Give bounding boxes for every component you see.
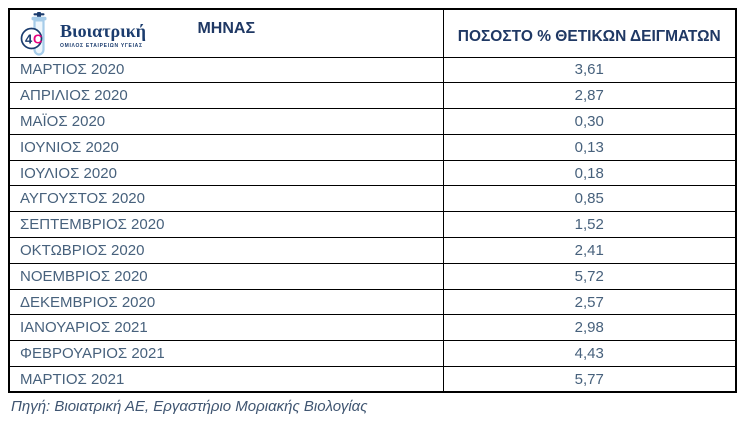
value-cell: 0,13: [442, 133, 737, 161]
table-row: ΣΕΠΤΕΜΒΡΙΟΣ 2020 1,52: [8, 211, 737, 239]
value-header-cell: ΠΟΣΟΣΤΟ % ΘΕΤΙΚΩΝ ΔΕΙΓΜΑΤΩΝ: [442, 8, 737, 58]
source-caption: Πηγή: Βιοιατρική ΑΕ, Εργαστήριο Μοριακής…: [11, 398, 368, 416]
month-cell: ΜΑΪΟΣ 2020: [8, 108, 444, 135]
table-row: ΔΕΚΕΜΒΡΙΟΣ 2020 2,57: [8, 288, 737, 316]
table-row: ΟΚΤΩΒΡΙΟΣ 2020 2,41: [8, 237, 737, 264]
value-cell: 1,52: [442, 211, 737, 239]
table-row: ΦΕΒΡΟΥΑΡΙΟΣ 2021 4,43: [8, 340, 737, 368]
month-cell: ΙΑΝΟΥΑΡΙΟΣ 2021: [8, 314, 444, 342]
logo-badge-4: 4: [25, 32, 33, 47]
month-column-header: ΜΗΝΑΣ: [197, 20, 256, 37]
value-cell: 0,85: [442, 185, 737, 213]
value-cell: 0,30: [442, 108, 737, 135]
month-cell: ΜΑΡΤΙΟΣ 2021: [8, 366, 444, 393]
positivity-table: 4 C Βιοιατρική ΟΜΙΛΟΣ ΕΤΑΙΡΕΙΩΝ ΥΓΕΙΑΣ Μ…: [8, 8, 737, 394]
logo-brand-name: Βιοιατρική: [60, 21, 146, 41]
bioiatriki-logo: 4 C Βιοιατρική ΟΜΙΛΟΣ ΕΤΑΙΡΕΙΩΝ ΥΓΕΙΑΣ: [20, 12, 146, 59]
month-cell: ΦΕΒΡΟΥΑΡΙΟΣ 2021: [8, 340, 444, 368]
table-row: ΜΑΡΤΙΟΣ 2020 3,61: [8, 56, 737, 84]
value-cell: 2,98: [442, 314, 737, 342]
value-cell: 2,87: [442, 82, 737, 110]
value-cell: 3,61: [442, 56, 737, 84]
value-cell: 2,41: [442, 237, 737, 264]
logo-text: Βιοιατρική ΟΜΙΛΟΣ ΕΤΑΙΡΕΙΩΝ ΥΓΕΙΑΣ: [60, 12, 146, 49]
table-body: ΜΑΡΤΙΟΣ 2020 3,61 ΑΠΡΙΛΙΟΣ 2020 2,87 ΜΑΪΟΣ 2…: [8, 56, 737, 393]
logo-badge-circle: [20, 27, 43, 50]
table-row: ΝΟΕΜΒΡΙΟΣ 2020 5,72: [8, 262, 737, 290]
month-cell: ΑΠΡΙΛΙΟΣ 2020: [8, 82, 444, 110]
document-page: 4 C Βιοιατρική ΟΜΙΛΟΣ ΕΤΑΙΡΕΙΩΝ ΥΓΕΙΑΣ Μ…: [8, 8, 737, 416]
table-row: ΙΟΥΝΙΟΣ 2020 0,13: [8, 133, 737, 161]
value-cell: 0,18: [442, 159, 737, 187]
table-row: ΑΥΓΟΥΣΤΟΣ 2020 0,85: [8, 185, 737, 213]
month-cell: ΜΑΡΤΙΟΣ 2020: [8, 56, 444, 84]
month-cell: ΝΟΕΜΒΡΙΟΣ 2020: [8, 262, 444, 290]
month-cell: ΑΥΓΟΥΣΤΟΣ 2020: [8, 185, 444, 213]
value-cell: 5,72: [442, 262, 737, 290]
logo-badge-c: C: [33, 32, 43, 47]
value-cell: 5,77: [442, 366, 737, 393]
header-row: 4 C Βιοιατρική ΟΜΙΛΟΣ ΕΤΑΙΡΕΙΩΝ ΥΓΕΙΑΣ Μ…: [8, 8, 737, 59]
table-row: ΜΑΪΟΣ 2020 0,30: [8, 108, 737, 135]
value-cell: 4,43: [442, 340, 737, 368]
month-cell: ΙΟΥΝΙΟΣ 2020: [8, 133, 444, 161]
table-row: ΑΠΡΙΛΙΟΣ 2020 2,87: [8, 82, 737, 110]
month-cell: ΙΟΥΛΙΟΣ 2020: [8, 159, 444, 187]
table-header: 4 C Βιοιατρική ΟΜΙΛΟΣ ΕΤΑΙΡΕΙΩΝ ΥΓΕΙΑΣ Μ…: [8, 8, 737, 59]
table-row: ΜΑΡΤΙΟΣ 2021 5,77: [8, 366, 737, 393]
month-header-cell: 4 C Βιοιατρική ΟΜΙΛΟΣ ΕΤΑΙΡΕΙΩΝ ΥΓΕΙΑΣ Μ…: [8, 8, 444, 59]
table-row: ΙΑΝΟΥΑΡΙΟΣ 2021 2,98: [8, 314, 737, 342]
test-tube-icon: 4 C: [20, 12, 47, 56]
logo-tagline: ΟΜΙΛΟΣ ΕΤΑΙΡΕΙΩΝ ΥΓΕΙΑΣ: [60, 42, 143, 49]
value-column-header: ΠΟΣΟΣΤΟ % ΘΕΤΙΚΩΝ ΔΕΙΓΜΑΤΩΝ: [457, 28, 721, 45]
table-row: ΙΟΥΛΙΟΣ 2020 0,18: [8, 159, 737, 187]
month-cell: ΔΕΚΕΜΒΡΙΟΣ 2020: [8, 288, 444, 316]
month-cell: ΟΚΤΩΒΡΙΟΣ 2020: [8, 237, 444, 264]
month-cell: ΣΕΠΤΕΜΒΡΙΟΣ 2020: [8, 211, 444, 239]
value-cell: 2,57: [442, 288, 737, 316]
